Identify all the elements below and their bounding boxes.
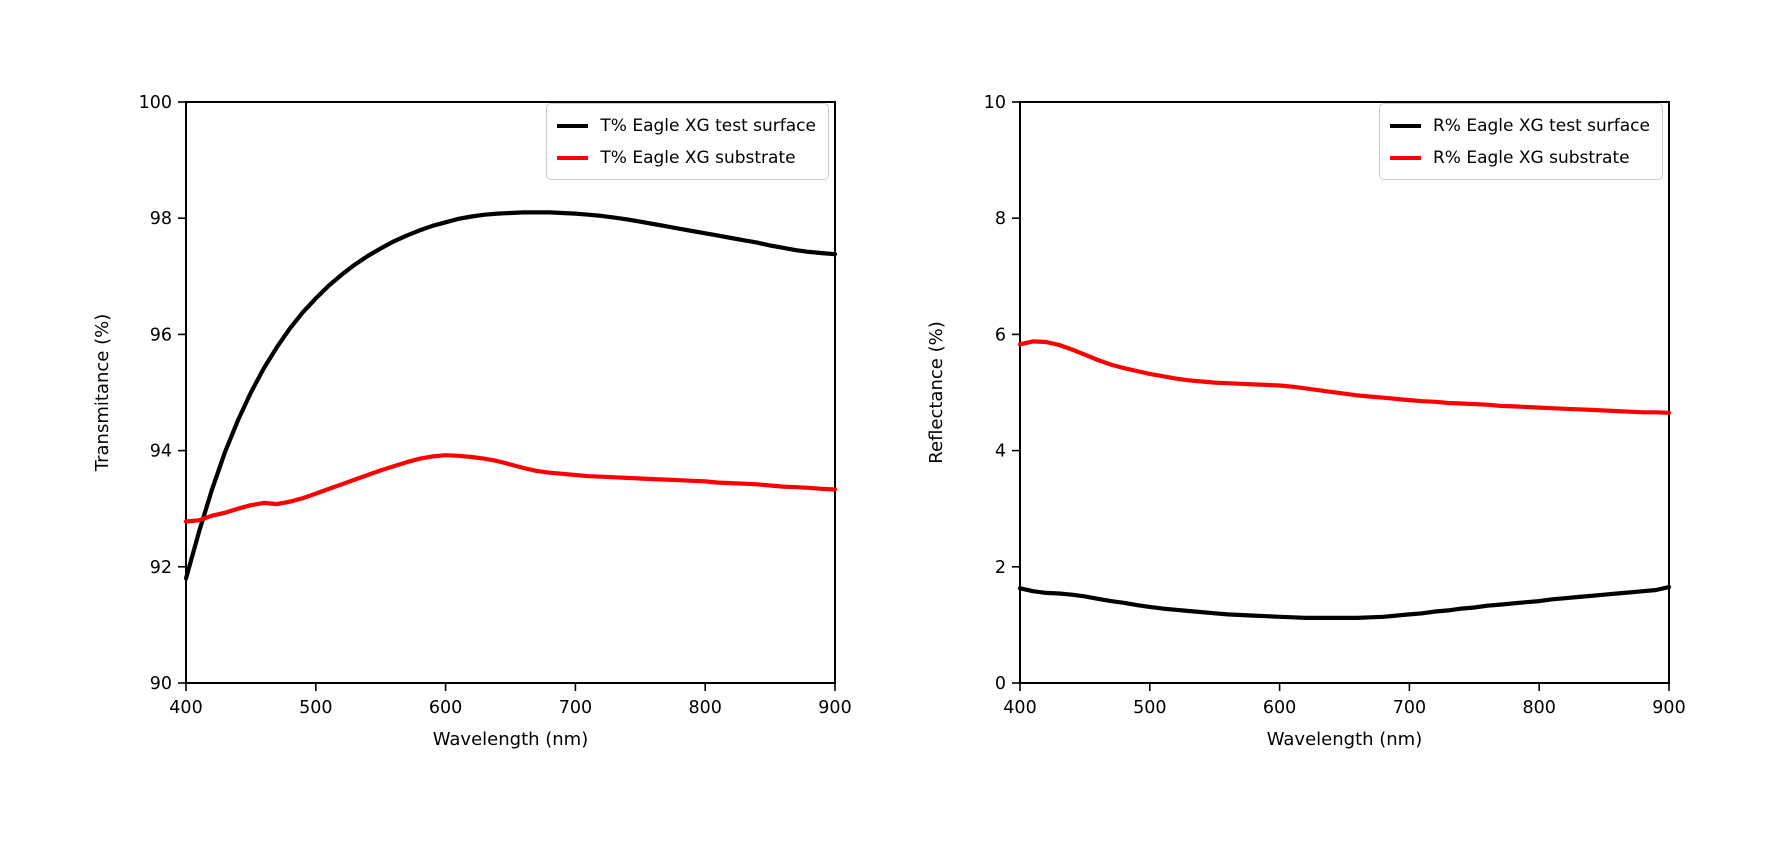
legend-item: T% Eagle XG substrate (557, 143, 816, 172)
legend-label: R% Eagle XG substrate (1432, 147, 1630, 168)
legend-item: R% Eagle XG substrate (1389, 143, 1650, 172)
legend-item: R% Eagle XG test surface (1389, 111, 1650, 140)
legend-label: T% Eagle XG test surface (600, 115, 816, 136)
y-tick-label: 0 (995, 674, 1006, 694)
x-tick-label: 600 (1263, 698, 1296, 718)
legend-line-swatch-black (1389, 123, 1421, 128)
series-line-1 (1017, 339, 1672, 415)
x-axis-title: Wavelength (nm) (1267, 729, 1423, 750)
legend-line-swatch-red (557, 155, 589, 160)
legend-line-swatch-red (1389, 155, 1421, 160)
x-tick-label: 400 (1003, 698, 1036, 718)
x-tick-label: 500 (299, 698, 332, 718)
series-line-1 (183, 453, 838, 524)
y-tick-label: 4 (995, 442, 1006, 462)
plot-spines (1019, 101, 1670, 684)
legend-item: T% Eagle XG test surface (557, 111, 816, 140)
y-tick-label: 94 (150, 442, 172, 462)
y-tick-label: 2 (995, 558, 1006, 578)
series-line-0 (1017, 584, 1672, 621)
legend-label: T% Eagle XG substrate (600, 147, 796, 168)
y-axis-title: Transmitance (%) (92, 314, 113, 472)
x-tick-label: 800 (688, 698, 721, 718)
reflectance-legend: R% Eagle XG test surface R% Eagle XG sub… (1378, 103, 1663, 180)
transmittance-figure: 400 500 600 700 800 900 90 92 94 96 98 100 Wavelengt… (66, 32, 856, 752)
x-tick-label: 900 (1652, 698, 1685, 718)
x-tick-label: 700 (1393, 698, 1426, 718)
y-tick-label: 8 (995, 209, 1006, 229)
reflectance-figure: 400 500 600 700 800 900 0 2 4 6 8 10 Wavelength (nm)… (900, 32, 1690, 752)
y-tick-label: 96 (150, 325, 172, 345)
transmittance-plot-svg: 400 500 600 700 800 900 90 92 94 96 98 100 Wavelengt… (92, 93, 852, 750)
x-axis-title: Wavelength (nm) (433, 729, 589, 750)
transmittance-legend: T% Eagle XG test surface T% Eagle XG sub… (546, 103, 829, 180)
y-tick-label: 10 (984, 93, 1006, 113)
y-tick-label: 6 (995, 325, 1006, 345)
y-tick-label: 100 (139, 93, 172, 113)
x-tick-label: 900 (818, 698, 851, 718)
x-tick-label: 500 (1133, 698, 1166, 718)
y-tick-label: 92 (150, 558, 172, 578)
x-tick-label: 700 (559, 698, 592, 718)
y-tick-label: 98 (150, 209, 172, 229)
legend-line-swatch-black (557, 123, 589, 128)
series-line-0 (183, 210, 838, 581)
reflectance-plot-svg: 400 500 600 700 800 900 0 2 4 6 8 10 Wavelength (nm)… (926, 93, 1686, 750)
x-tick-label: 600 (429, 698, 462, 718)
plot-spines (185, 101, 836, 684)
legend-label: R% Eagle XG test surface (1432, 115, 1650, 136)
y-tick-label: 90 (150, 674, 172, 694)
x-tick-label: 400 (169, 698, 202, 718)
y-axis-title: Reflectance (%) (926, 321, 947, 463)
x-tick-label: 800 (1522, 698, 1555, 718)
